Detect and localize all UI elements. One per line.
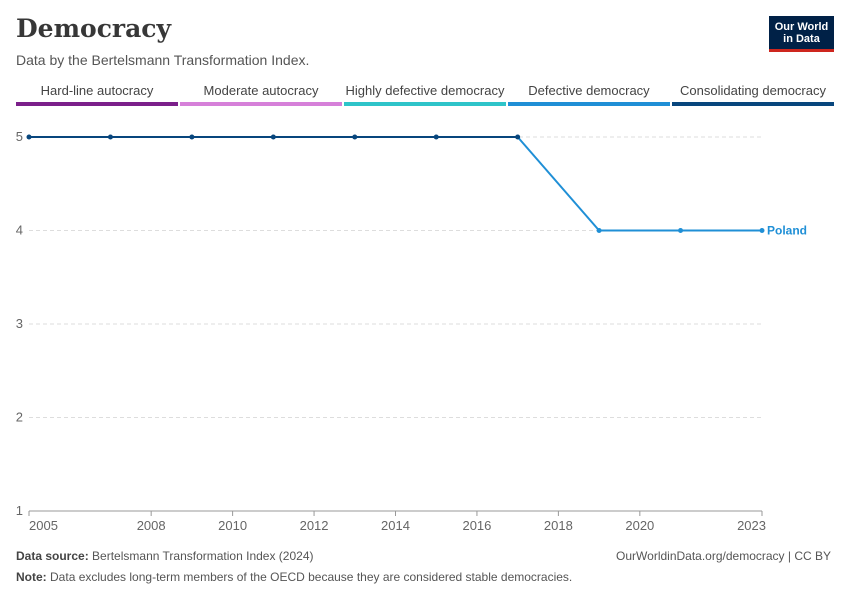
data-source-label: Data source: [16, 549, 89, 563]
x-tick-label: 2014 [381, 518, 410, 533]
series-label-poland: Poland [767, 224, 807, 238]
y-axis: 1 2 3 4 5 [16, 129, 23, 518]
data-source-text[interactable]: Bertelsmann Transformation Index (2024) [92, 549, 314, 563]
legend-item-consolidating-democracy[interactable]: Consolidating democracy [672, 82, 834, 106]
data-point [433, 134, 439, 140]
data-point [515, 134, 521, 140]
x-axis: 2005 2008 2010 2012 2014 2016 2018 2020 2023 [28, 510, 766, 533]
chart-subtitle: Data by the Bertelsmann Transformation I… [16, 52, 310, 68]
chart-title: Democracy [16, 14, 172, 43]
data-point [26, 134, 32, 140]
x-tick-label: 2010 [218, 518, 247, 533]
grid-lines [29, 136, 762, 418]
x-tick-label: 2023 [737, 518, 766, 533]
series-lines [29, 136, 762, 232]
x-tick-label: 2012 [300, 518, 329, 533]
y-tick-label: 1 [16, 503, 23, 518]
legend-item-hard-line-autocracy[interactable]: Hard-line autocracy [16, 82, 178, 106]
data-point [107, 134, 113, 140]
x-tick-label: 2020 [625, 518, 654, 533]
note-label: Note: [16, 570, 47, 584]
series-points [26, 134, 765, 233]
legend-item-highly-defective-democracy[interactable]: Highly defective democracy [344, 82, 506, 106]
y-tick-label: 3 [16, 316, 23, 331]
owid-logo[interactable]: Our World in Data [769, 16, 834, 52]
data-point [759, 228, 765, 233]
logo-line-1: Our World [774, 21, 829, 33]
y-tick-label: 5 [16, 129, 23, 144]
logo-line-2: in Data [783, 33, 820, 45]
data-point [189, 134, 195, 140]
y-tick-label: 2 [16, 410, 23, 425]
data-point [678, 228, 684, 233]
color-legend: Hard-line autocracy Moderate autocracy H… [16, 82, 834, 106]
series-labels: Poland [767, 224, 807, 238]
x-tick-label: 2008 [137, 518, 166, 533]
note-text: Data excludes long-term members of the O… [50, 570, 573, 584]
data-point [270, 134, 276, 140]
x-tick-label: 2005 [29, 518, 58, 533]
legend-item-moderate-autocracy[interactable]: Moderate autocracy [180, 82, 342, 106]
source-link[interactable]: OurWorldinData.org/democracy | CC BY [616, 549, 831, 563]
legend-item-defective-democracy[interactable]: Defective democracy [508, 82, 670, 106]
x-tick-label: 2016 [462, 518, 491, 533]
x-tick-label: 2018 [544, 518, 573, 533]
footnote: Note: Data excludes long-term members of… [16, 570, 572, 584]
series-segment [516, 136, 600, 232]
data-point [596, 228, 602, 233]
data-source: Data source: Bertelsmann Transformation … [16, 549, 314, 563]
data-point [352, 134, 358, 140]
y-tick-label: 4 [16, 223, 23, 238]
